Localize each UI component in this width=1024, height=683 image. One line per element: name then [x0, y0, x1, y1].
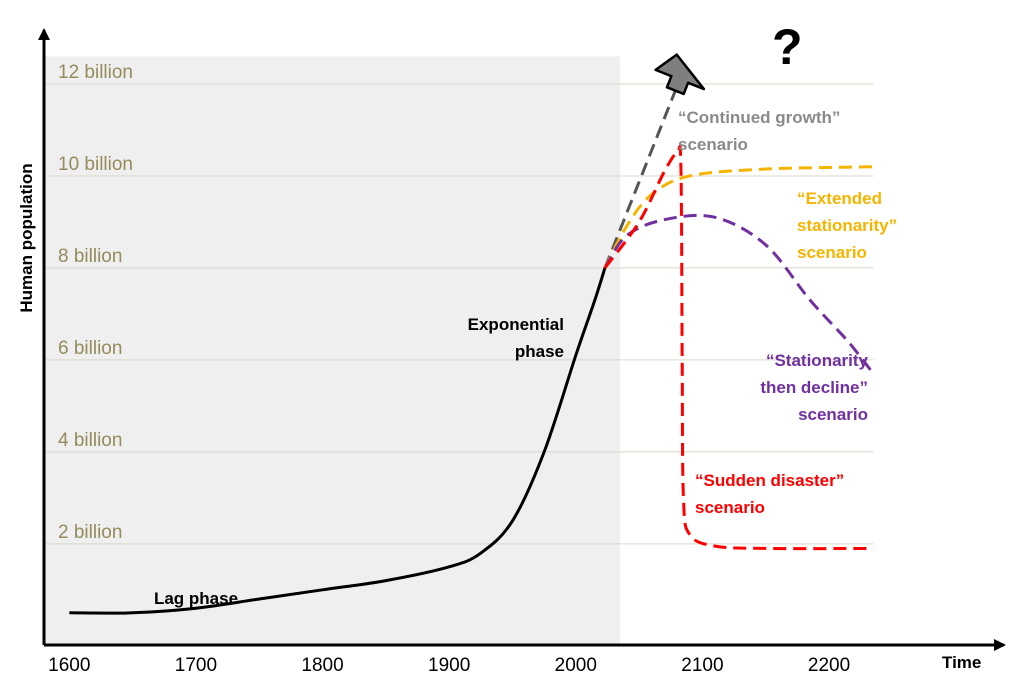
x-tick-label: 2000 — [555, 655, 597, 676]
historical-shaded-region — [44, 56, 621, 646]
y-tick-label: 4 billion — [58, 430, 122, 451]
growth-arrow-icon — [654, 53, 706, 96]
x-tick-label: 2100 — [681, 655, 723, 676]
y-tick-label: 12 billion — [58, 62, 133, 83]
annotation-lag: Lag phase — [154, 589, 238, 608]
x-tick-label: 1900 — [428, 655, 470, 676]
series-line-3 — [603, 213, 875, 375]
y-tick-label: 6 billion — [58, 338, 122, 359]
annotation-disaster: “Sudden disaster” scenario — [695, 471, 844, 517]
x-tick-label: 1800 — [301, 655, 343, 676]
x-tick-label: 2200 — [808, 655, 850, 676]
annotation-extended: “Extended stationarity” scenario — [797, 189, 897, 262]
x-axis-title: Time — [942, 653, 981, 672]
series-line-4 — [603, 145, 874, 551]
series-line-2 — [603, 165, 874, 269]
annotation-decline: “Stationarity then decline” scenario — [760, 351, 868, 424]
series-line-1 — [603, 69, 685, 269]
y-tick-label: 10 billion — [58, 154, 133, 175]
x-tick-label: 1600 — [48, 655, 90, 676]
annotation-continued: “Continued growth” scenario — [678, 108, 840, 154]
y-axis-title: Human population — [17, 163, 36, 312]
annotation-exponential: Exponential phase — [468, 315, 564, 361]
question-mark: ? — [772, 19, 803, 75]
series-line-0 — [69, 267, 607, 615]
y-tick-label: 8 billion — [58, 246, 122, 267]
x-tick-label: 1700 — [175, 655, 217, 676]
y-tick-label: 2 billion — [58, 522, 122, 543]
